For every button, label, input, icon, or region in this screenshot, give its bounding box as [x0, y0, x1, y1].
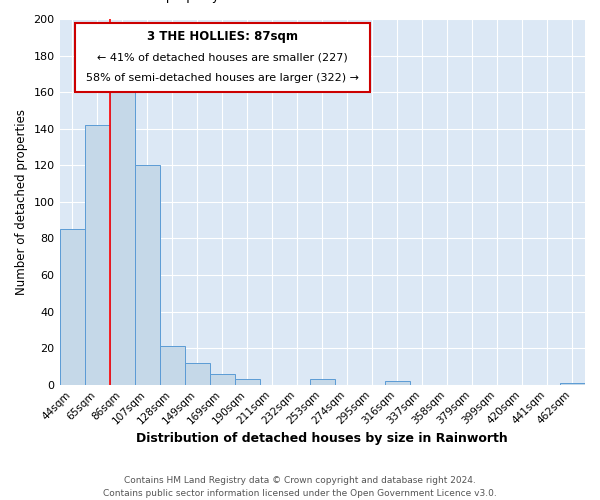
- Bar: [110, 86, 134, 385]
- Text: Contains public sector information licensed under the Open Government Licence v3: Contains public sector information licen…: [103, 488, 497, 498]
- Text: ← 41% of detached houses are smaller (227): ← 41% of detached houses are smaller (22…: [97, 52, 348, 62]
- Text: 3 THE HOLLIES: 87sqm: 3 THE HOLLIES: 87sqm: [147, 30, 298, 43]
- Text: 58% of semi-detached houses are larger (322) →: 58% of semi-detached houses are larger (…: [86, 73, 359, 83]
- Bar: [310, 379, 335, 384]
- Text: Size of property relative to detached houses in Rainworth: Size of property relative to detached ho…: [119, 0, 481, 3]
- X-axis label: Distribution of detached houses by size in Rainworth: Distribution of detached houses by size …: [136, 432, 508, 445]
- Bar: [59, 230, 85, 384]
- Bar: [560, 383, 585, 384]
- Bar: [160, 346, 185, 385]
- Bar: [209, 374, 235, 384]
- FancyBboxPatch shape: [76, 22, 370, 92]
- Bar: [385, 381, 410, 384]
- Y-axis label: Number of detached properties: Number of detached properties: [15, 109, 28, 295]
- Bar: [185, 363, 209, 384]
- Text: Contains HM Land Registry data © Crown copyright and database right 2024.: Contains HM Land Registry data © Crown c…: [124, 476, 476, 485]
- Bar: [134, 166, 160, 384]
- Bar: [85, 125, 110, 384]
- Bar: [235, 379, 260, 384]
